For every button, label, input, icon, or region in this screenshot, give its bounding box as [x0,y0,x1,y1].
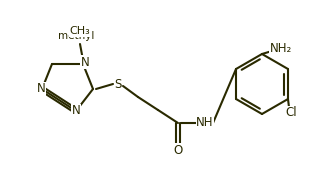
Text: methyl: methyl [58,31,94,41]
Text: CH₃: CH₃ [70,26,90,36]
Text: S: S [114,77,122,91]
Text: O: O [173,143,183,156]
Text: N: N [37,83,45,95]
Text: Cl: Cl [285,106,297,119]
Text: NH₂: NH₂ [270,42,292,54]
Text: NH: NH [196,116,214,129]
Text: N: N [81,56,89,68]
Text: N: N [72,105,80,118]
